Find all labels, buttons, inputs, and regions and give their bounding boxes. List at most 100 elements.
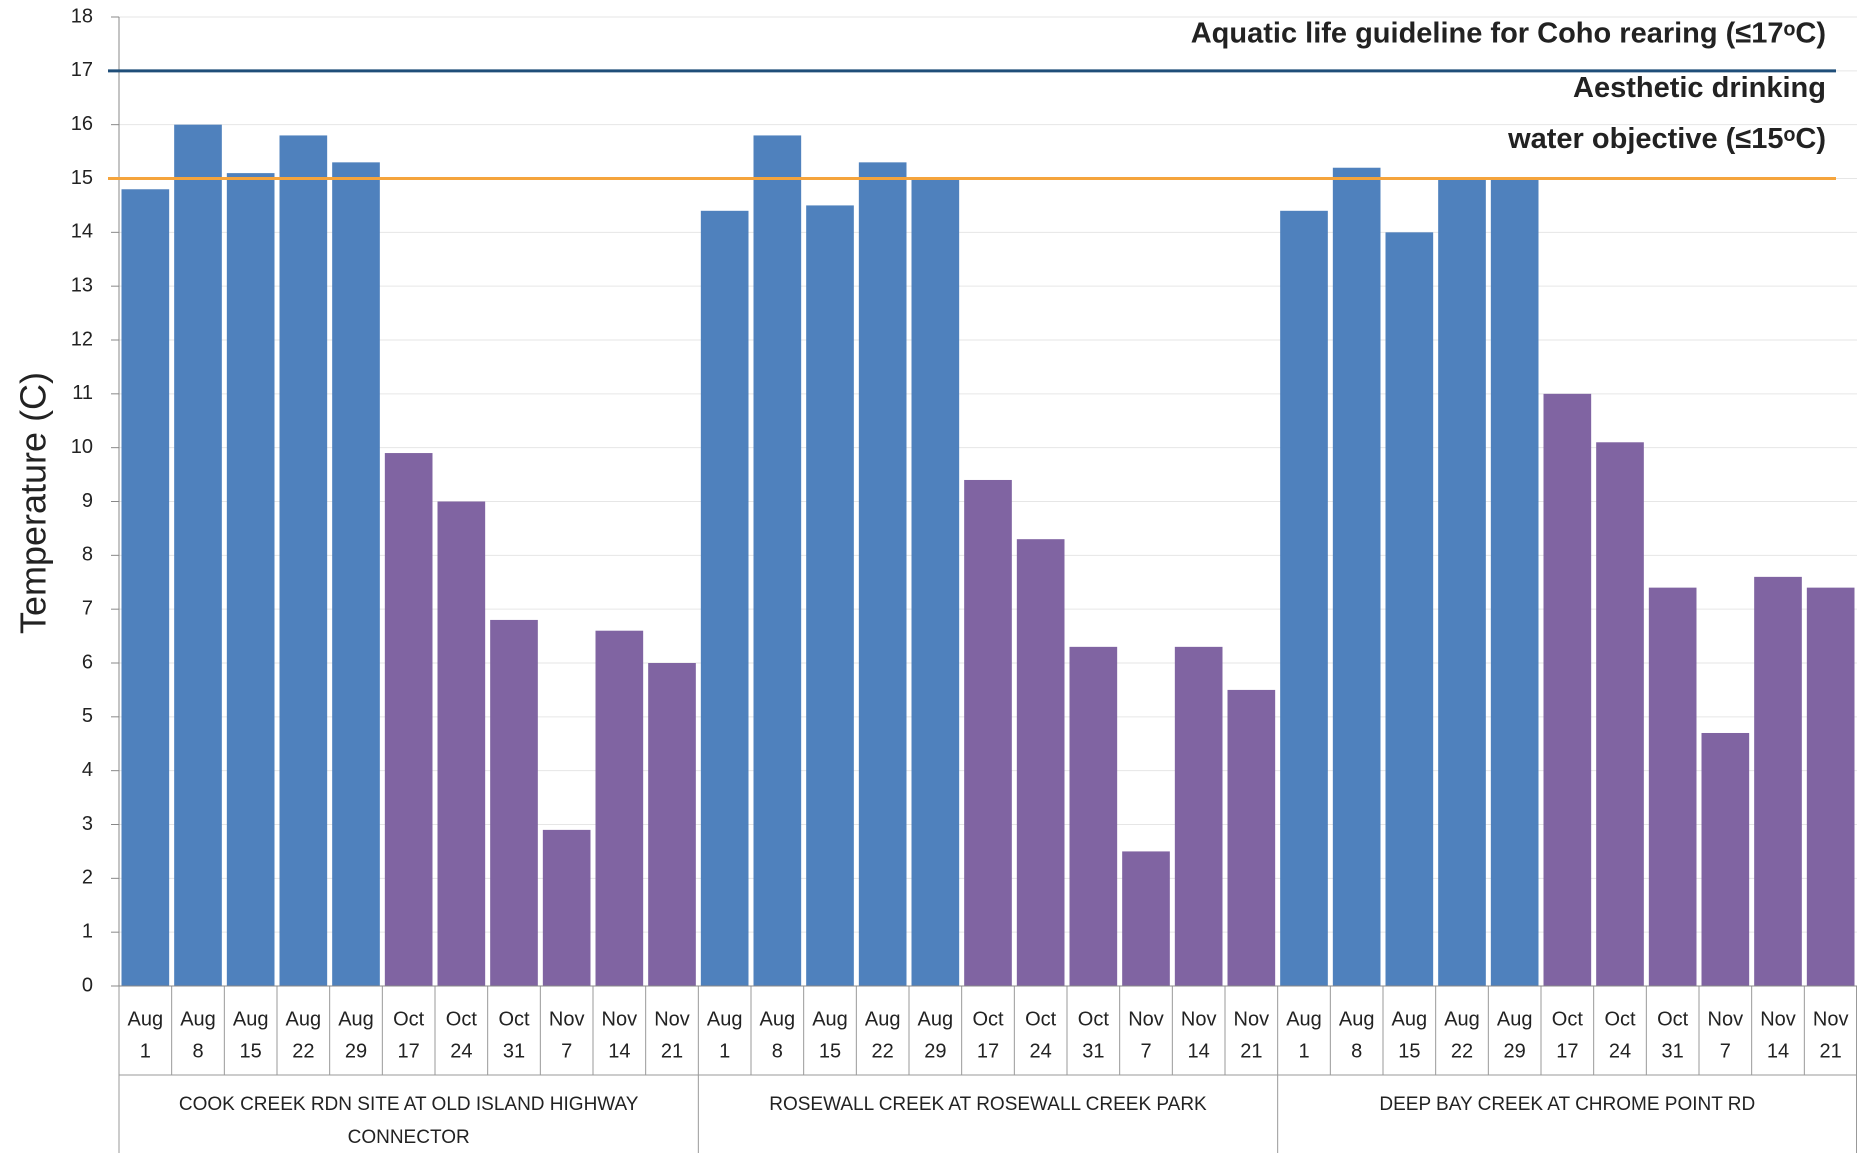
bar [279,135,328,986]
bar [437,501,486,986]
bar [806,205,854,986]
x-tick-label: 7 [1140,1040,1151,1062]
y-tick-label: 1 [82,920,93,942]
bar [911,178,960,986]
x-tick-label: 1 [140,1040,151,1062]
x-tick-label: 17 [398,1040,420,1062]
x-tick-label: Aug [1339,1008,1375,1030]
y-tick-label: 10 [71,436,93,458]
y-tick-label: 16 [71,113,93,135]
x-tick-label: Oct [1657,1008,1689,1030]
x-tick-label: Nov [602,1008,638,1030]
x-tick-label: Nov [1181,1008,1217,1030]
x-tick-label: Oct [1025,1008,1057,1030]
reference-label: Aesthetic drinking [1573,72,1826,104]
y-tick-label: 4 [82,759,93,781]
x-tick-label: Nov [1760,1008,1796,1030]
x-tick-label: Aug [180,1008,216,1030]
y-tick-label: 5 [82,705,93,727]
x-tick-label: 31 [1082,1040,1104,1062]
x-tick-label: Oct [1552,1008,1584,1030]
x-tick-label: Aug [1286,1008,1322,1030]
x-tick-label: 17 [1556,1040,1578,1062]
bar [1438,178,1486,986]
x-tick-label: Nov [549,1008,585,1030]
bar [226,173,275,986]
x-tick-label: Aug [865,1008,901,1030]
reference-label: water objective (≤15ᵒC) [1507,123,1826,155]
bar [1016,539,1065,986]
y-tick-label: 14 [71,221,93,243]
x-tick-label: Oct [972,1008,1004,1030]
x-tick-label: 7 [1720,1040,1731,1062]
y-tick-label: 2 [82,867,93,889]
x-tick-label: 24 [450,1040,472,1062]
x-tick-label: 8 [772,1040,783,1062]
bar [1122,851,1170,986]
group-label: DEEP BAY CREEK AT CHROME POINT RD [1379,1094,1756,1115]
x-tick-label: Oct [1078,1008,1110,1030]
bar [1490,178,1539,986]
x-tick-label: Nov [1708,1008,1744,1030]
x-tick-label: 24 [1030,1040,1052,1062]
x-tick-label: 29 [1504,1040,1526,1062]
x-tick-label: Aug [1497,1008,1533,1030]
x-tick-label: Aug [760,1008,796,1030]
x-tick-label: Aug [1444,1008,1480,1030]
x-tick-label: Aug [1392,1008,1428,1030]
y-tick-label: 12 [71,328,93,350]
y-tick-label: 17 [71,59,93,81]
x-tick-label: Oct [1604,1008,1636,1030]
bar [1069,646,1118,986]
x-tick-label: Aug [338,1008,374,1030]
bar [332,162,380,987]
y-tick-label: 7 [82,597,93,619]
x-tick-label: 31 [1662,1040,1684,1062]
bar [490,619,538,986]
x-tick-label: Aug [812,1008,848,1030]
x-tick-label: 21 [1240,1040,1262,1062]
x-tick-label: 15 [819,1040,841,1062]
bar [1280,210,1328,987]
bar [700,210,749,987]
x-tick-label: Nov [654,1008,690,1030]
x-tick-label: Nov [1128,1008,1164,1030]
bar [858,162,907,987]
x-tick-label: 22 [292,1040,314,1062]
x-tick-label: 15 [240,1040,262,1062]
x-tick-label: 17 [977,1040,999,1062]
x-tick-label: 31 [503,1040,525,1062]
bar [1754,576,1802,986]
x-tick-label: Oct [498,1008,530,1030]
x-tick-label: 14 [608,1040,630,1062]
x-tick-label: 21 [1820,1040,1842,1062]
y-tick-label: 8 [82,544,93,566]
bar [1806,587,1855,986]
y-tick-label: 18 [71,5,93,27]
x-tick-label: 14 [1767,1040,1789,1062]
x-tick-label: 8 [192,1040,203,1062]
bar [1596,442,1644,986]
bar [1332,167,1381,986]
bar [648,663,696,986]
x-tick-label: Nov [1234,1008,1270,1030]
x-tick-label: 7 [561,1040,572,1062]
x-tick-label: 14 [1188,1040,1210,1062]
bar [753,135,802,986]
x-tick-label: Aug [128,1008,164,1030]
x-tick-label: Aug [286,1008,322,1030]
bar [1227,689,1276,986]
bar [174,124,222,986]
group-label: ROSEWALL CREEK AT ROSEWALL CREEK PARK [769,1094,1207,1115]
bar [595,630,644,986]
x-tick-label: Nov [1813,1008,1849,1030]
bar [1174,646,1223,986]
bar [1543,393,1592,986]
x-tick-label: Aug [918,1008,954,1030]
bar [384,453,433,986]
y-tick-label: 9 [82,490,93,512]
y-tick-label: 15 [71,167,93,189]
x-tick-label: Aug [233,1008,269,1030]
